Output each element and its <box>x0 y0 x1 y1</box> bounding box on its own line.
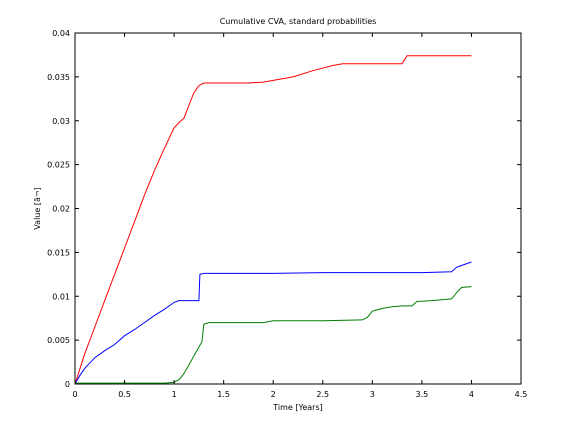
x-tick-label: 2 <box>271 390 276 399</box>
y-tick-label: 0.015 <box>47 248 70 257</box>
series-layer <box>74 55 472 385</box>
x-tick-label: 1.5 <box>217 390 230 399</box>
y-tick-label: 0.035 <box>47 73 70 82</box>
y-axis-label: Value [ã¬] <box>33 187 42 229</box>
x-tick-label: 4 <box>469 390 474 399</box>
series-line-2 <box>74 261 472 385</box>
chart-title: Cumulative CVA, standard probabilities <box>220 17 377 26</box>
x-tick-label: 0 <box>72 390 77 399</box>
x-tick-label: 2.5 <box>316 390 329 399</box>
y-tick-label: 0.025 <box>47 161 70 170</box>
y-axis-ticks: 0 0.005 0.01 0.015 0.02 0.025 0.03 0.035 0.04 <box>47 29 521 389</box>
x-axis-label: Time [Years] <box>272 403 322 412</box>
x-axis-ticks: 0 0.5 1 1.5 2 2.5 3 3.5 4 4.5 <box>72 33 527 399</box>
y-tick-label: 0.03 <box>52 117 70 126</box>
x-tick-label: 1 <box>172 390 177 399</box>
x-tick-label: 0.5 <box>118 390 131 399</box>
series-line-3 <box>75 286 472 384</box>
y-tick-label: 0.04 <box>52 29 70 38</box>
y-tick-label: 0.01 <box>52 292 70 301</box>
x-tick-label: 4.5 <box>515 390 528 399</box>
series-line-1 <box>74 55 472 385</box>
y-tick-label: 0 <box>65 380 70 389</box>
x-tick-label: 3 <box>370 390 375 399</box>
y-tick-label: 0.02 <box>52 205 70 214</box>
x-tick-label: 3.5 <box>416 390 429 399</box>
y-tick-label: 0.005 <box>47 336 70 345</box>
axes-box <box>74 32 522 385</box>
